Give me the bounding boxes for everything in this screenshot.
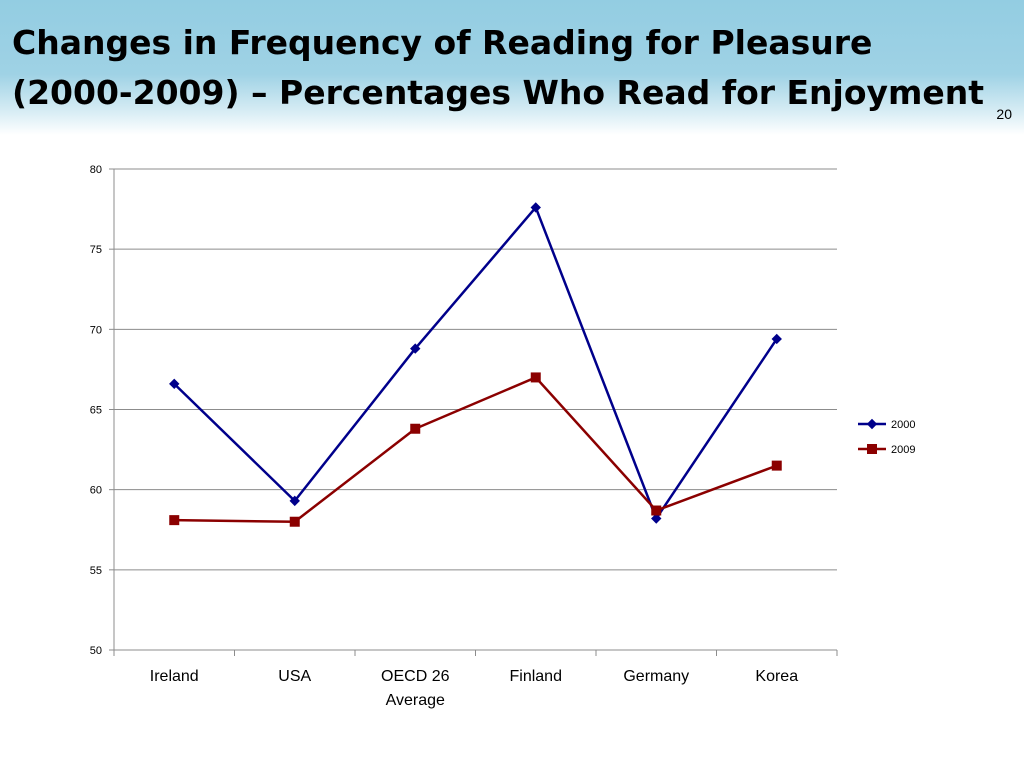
data-point-2000-1 <box>289 495 300 507</box>
data-point-2009-4 <box>651 505 662 516</box>
y-tick-label-65: 65 <box>90 405 102 417</box>
slide-title: Changes in Frequency of Reading for Plea… <box>12 18 985 118</box>
data-point-2009-2 <box>410 423 421 434</box>
legend: 2000 2009 <box>858 418 915 456</box>
y-tick-label-60: 60 <box>90 485 102 497</box>
y-tick-label-80: 80 <box>90 164 102 176</box>
x-category-label-3: Finland <box>510 668 562 685</box>
x-category-label-line: Average <box>386 692 445 709</box>
x-category-label-line: USA <box>278 668 311 685</box>
x-category-label-5: Korea <box>755 668 798 685</box>
x-category-label-1: USA <box>278 668 311 685</box>
header-band <box>0 0 1024 135</box>
x-category-label-line: Ireland <box>150 668 199 685</box>
legend-swatch-marker <box>867 444 877 454</box>
x-category-label-line: OECD 26 <box>381 668 450 685</box>
data-point-2000-2 <box>410 343 421 354</box>
data-point-2009-5 <box>771 460 782 471</box>
y-tick-label-55: 55 <box>90 565 102 577</box>
data-point-2000-0 <box>169 378 180 390</box>
y-tick-label-50: 50 <box>90 645 102 657</box>
data-point-2009-3 <box>530 372 541 383</box>
legend-swatch-marker <box>866 418 878 430</box>
y-axis-tick-labels: 50 55 60 65 70 75 80 <box>90 164 102 657</box>
x-category-label-4: Germany <box>623 668 689 685</box>
data-point-2009-0 <box>169 515 180 526</box>
series-2009 <box>169 372 782 527</box>
slide-title-line-1: Changes in Frequency of Reading for Plea… <box>12 23 873 62</box>
data-point-2000-4 <box>651 513 662 524</box>
data-point-2000-3 <box>530 202 541 213</box>
gridlines <box>114 168 837 571</box>
data-point-2009-1 <box>289 516 300 527</box>
legend-item-2009: 2009 <box>858 444 915 456</box>
x-category-label-line: Korea <box>755 668 798 685</box>
data-point-2000-5 <box>771 333 782 345</box>
x-axis-category-labels: Ireland USA OECD 26 Average Finland Germany Ko… <box>150 668 798 709</box>
x-category-label-line: Germany <box>623 668 689 685</box>
legend-item-2000: 2000 <box>858 418 915 431</box>
x-category-label-2: OECD 26 Average <box>381 668 450 709</box>
page-number: 20 <box>996 106 1012 122</box>
series-line-2000 <box>173 206 778 520</box>
y-tick-label-75: 75 <box>90 244 102 256</box>
legend-label-2009: 2009 <box>891 444 915 456</box>
legend-label-2000: 2000 <box>891 419 915 431</box>
y-tick-label-70: 70 <box>90 324 102 336</box>
x-category-label-0: Ireland <box>150 668 199 685</box>
series-2000 <box>169 202 782 524</box>
series-group <box>169 202 782 527</box>
series-line-2009 <box>174 376 778 523</box>
axes <box>109 168 838 656</box>
slide-title-line-2: (2000-2009) – Percentages Who Read for E… <box>12 73 985 112</box>
x-category-label-line: Finland <box>510 668 562 685</box>
